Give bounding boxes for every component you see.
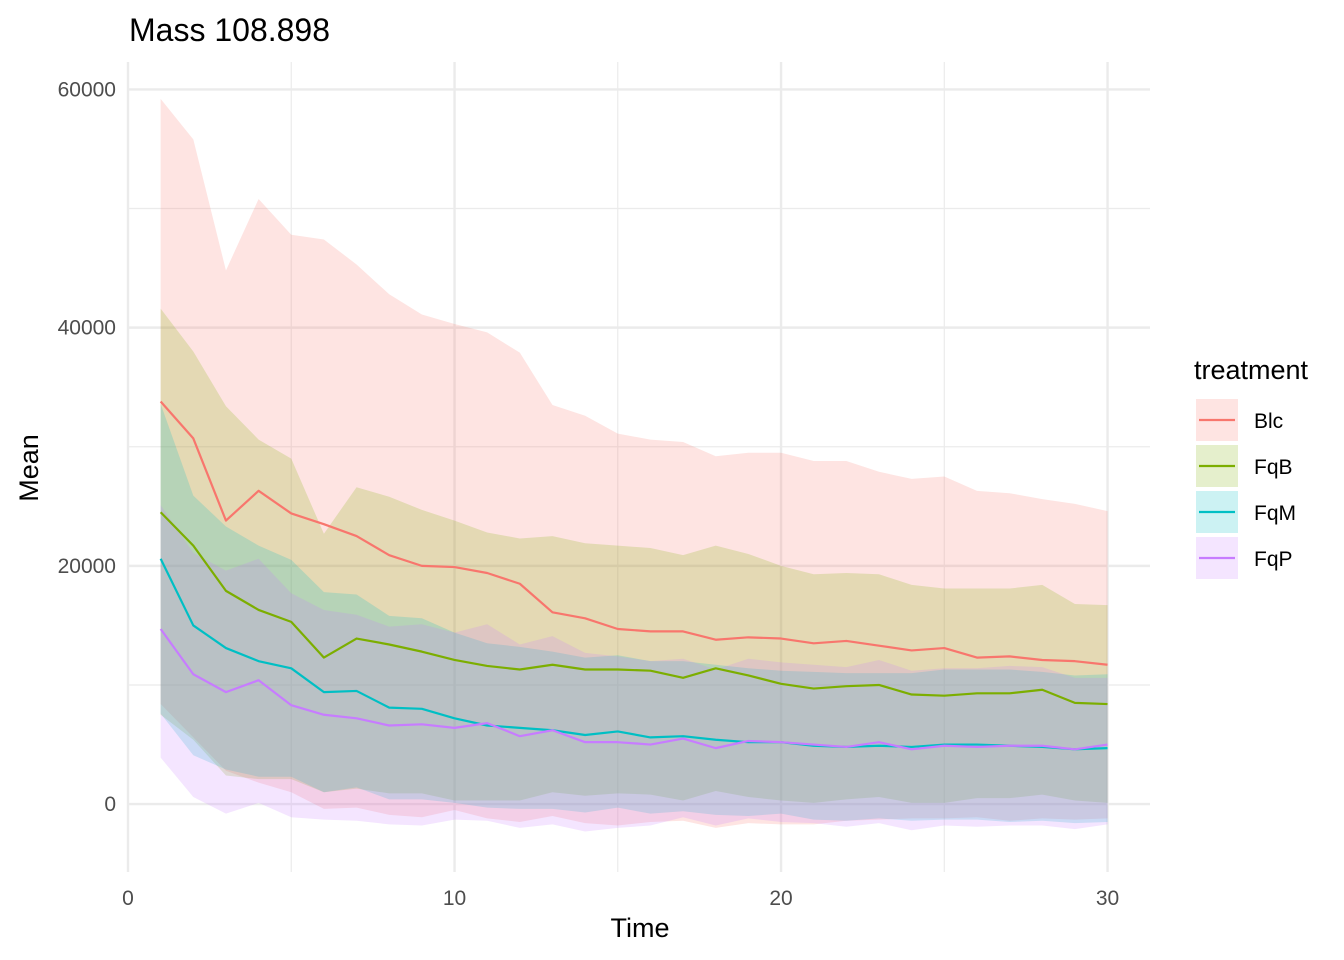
legend: treatment Blc FqB FqM FqP — [1194, 355, 1309, 579]
y-tick-label: 0 — [104, 793, 116, 816]
legend-item-fqm: FqM — [1196, 491, 1296, 533]
y-tick-label: 40000 — [58, 317, 116, 340]
y-axis-label: Mean — [14, 434, 44, 502]
ribbon-fqm — [160, 403, 1108, 824]
legend-item-blc: Blc — [1196, 399, 1283, 441]
line-fqp — [159, 628, 1108, 751]
x-tick-labels: 0 10 20 30 — [122, 887, 1119, 910]
series-lines — [159, 400, 1108, 751]
ribbon-fqb — [160, 308, 1108, 803]
x-tick-label: 20 — [769, 887, 792, 910]
ribbon-fqp — [160, 505, 1108, 832]
legend-label: FqP — [1254, 548, 1293, 571]
y-tick-label: 60000 — [58, 78, 116, 101]
x-axis-label: Time — [611, 913, 670, 943]
x-tick-label: 0 — [122, 887, 134, 910]
line-blc — [159, 400, 1108, 666]
y-tick-labels: 0 20000 40000 60000 — [58, 78, 116, 816]
line-fqm — [159, 558, 1108, 751]
line-fqb — [159, 511, 1108, 706]
legend-item-fqb: FqB — [1196, 445, 1293, 487]
y-tick-label: 20000 — [58, 555, 116, 578]
legend-title: treatment — [1194, 355, 1309, 385]
legend-label: FqM — [1254, 502, 1296, 525]
legend-item-fqp: FqP — [1196, 537, 1293, 579]
x-tick-label: 10 — [443, 887, 466, 910]
grid — [126, 62, 1150, 872]
x-tick-label: 30 — [1096, 887, 1119, 910]
legend-label: Blc — [1254, 410, 1283, 433]
legend-label: FqB — [1254, 456, 1293, 479]
chart-title: Mass 108.898 — [129, 12, 330, 48]
